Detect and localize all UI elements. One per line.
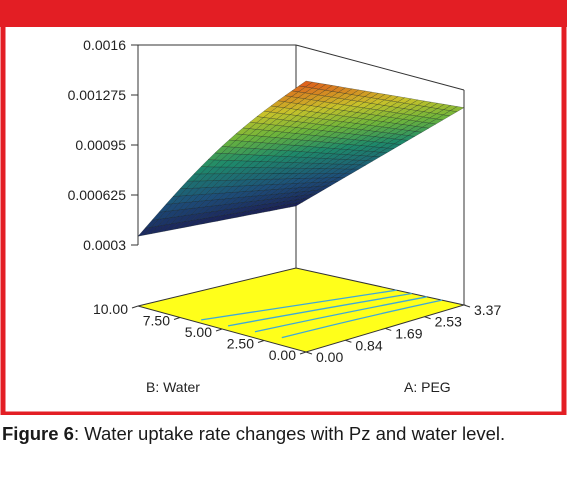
water-tick-mark (215, 328, 223, 332)
caption-label: Figure 6 (2, 423, 74, 444)
peg-tick-mark (424, 316, 431, 320)
floor-contour-line (227, 292, 412, 327)
z-axis: 0.0016 0.001275 0.00095 0.000625 0.0003 (68, 37, 138, 253)
z-tick-label: 0.000625 (68, 187, 127, 203)
response-surface (137, 80, 465, 237)
z-tick-label: 0.0016 (83, 37, 126, 53)
peg-axis: 0.00 0.84 1.69 2.53 3.37 (305, 302, 501, 365)
peg-tick-mark (345, 339, 352, 343)
peg-tick-mark (463, 304, 471, 308)
figure-caption: Figure 6: Water uptake rate changes with… (2, 421, 542, 446)
water-tick-label: 5.00 (185, 324, 212, 340)
peg-tick-label: 2.53 (435, 314, 462, 330)
z-tick-label: 0.001275 (68, 87, 127, 103)
red-frame-border (0, 0, 567, 415)
caption-text: : Water uptake rate changes with Pz and … (73, 423, 506, 444)
peg-tick-label: 3.37 (474, 302, 501, 318)
water-tick-label: 7.50 (143, 313, 170, 329)
water-tick-mark (257, 340, 265, 343)
water-tick-mark (131, 305, 139, 309)
peg-tick-label: 0.84 (355, 337, 382, 353)
water-tick-mark (299, 351, 307, 355)
peg-tick-mark (305, 351, 313, 355)
water-axis-title: B: Water (146, 379, 200, 395)
box-right-top-edge (295, 44, 465, 91)
water-tick-label: 2.50 (227, 336, 254, 352)
peg-axis-title: A: PEG (404, 379, 451, 395)
floor-contour-line (201, 289, 397, 321)
peg-tick-mark (385, 327, 392, 331)
z-tick-label: 0.00095 (75, 137, 126, 153)
water-axis: 0.00 2.50 5.00 7.50 10.00 (93, 301, 307, 363)
z-tick-label: 0.0003 (83, 237, 126, 253)
water-tick-mark (173, 317, 181, 320)
surface-plot: 0.0016 0.001275 0.00095 0.000625 0.0003 0.00… (0, 0, 567, 415)
peg-tick-label: 1.69 (395, 325, 422, 341)
surface-cell (449, 106, 465, 112)
floor-contour-line (254, 296, 427, 333)
figure-frame: 0.0016 0.001275 0.00095 0.000625 0.0003 0.00… (0, 0, 567, 444)
floor-contour-line (281, 299, 443, 339)
water-tick-label: 10.00 (93, 301, 128, 317)
peg-tick-label: 0.00 (316, 349, 343, 365)
floor-contours (201, 289, 443, 339)
water-tick-label: 0.00 (269, 347, 296, 363)
